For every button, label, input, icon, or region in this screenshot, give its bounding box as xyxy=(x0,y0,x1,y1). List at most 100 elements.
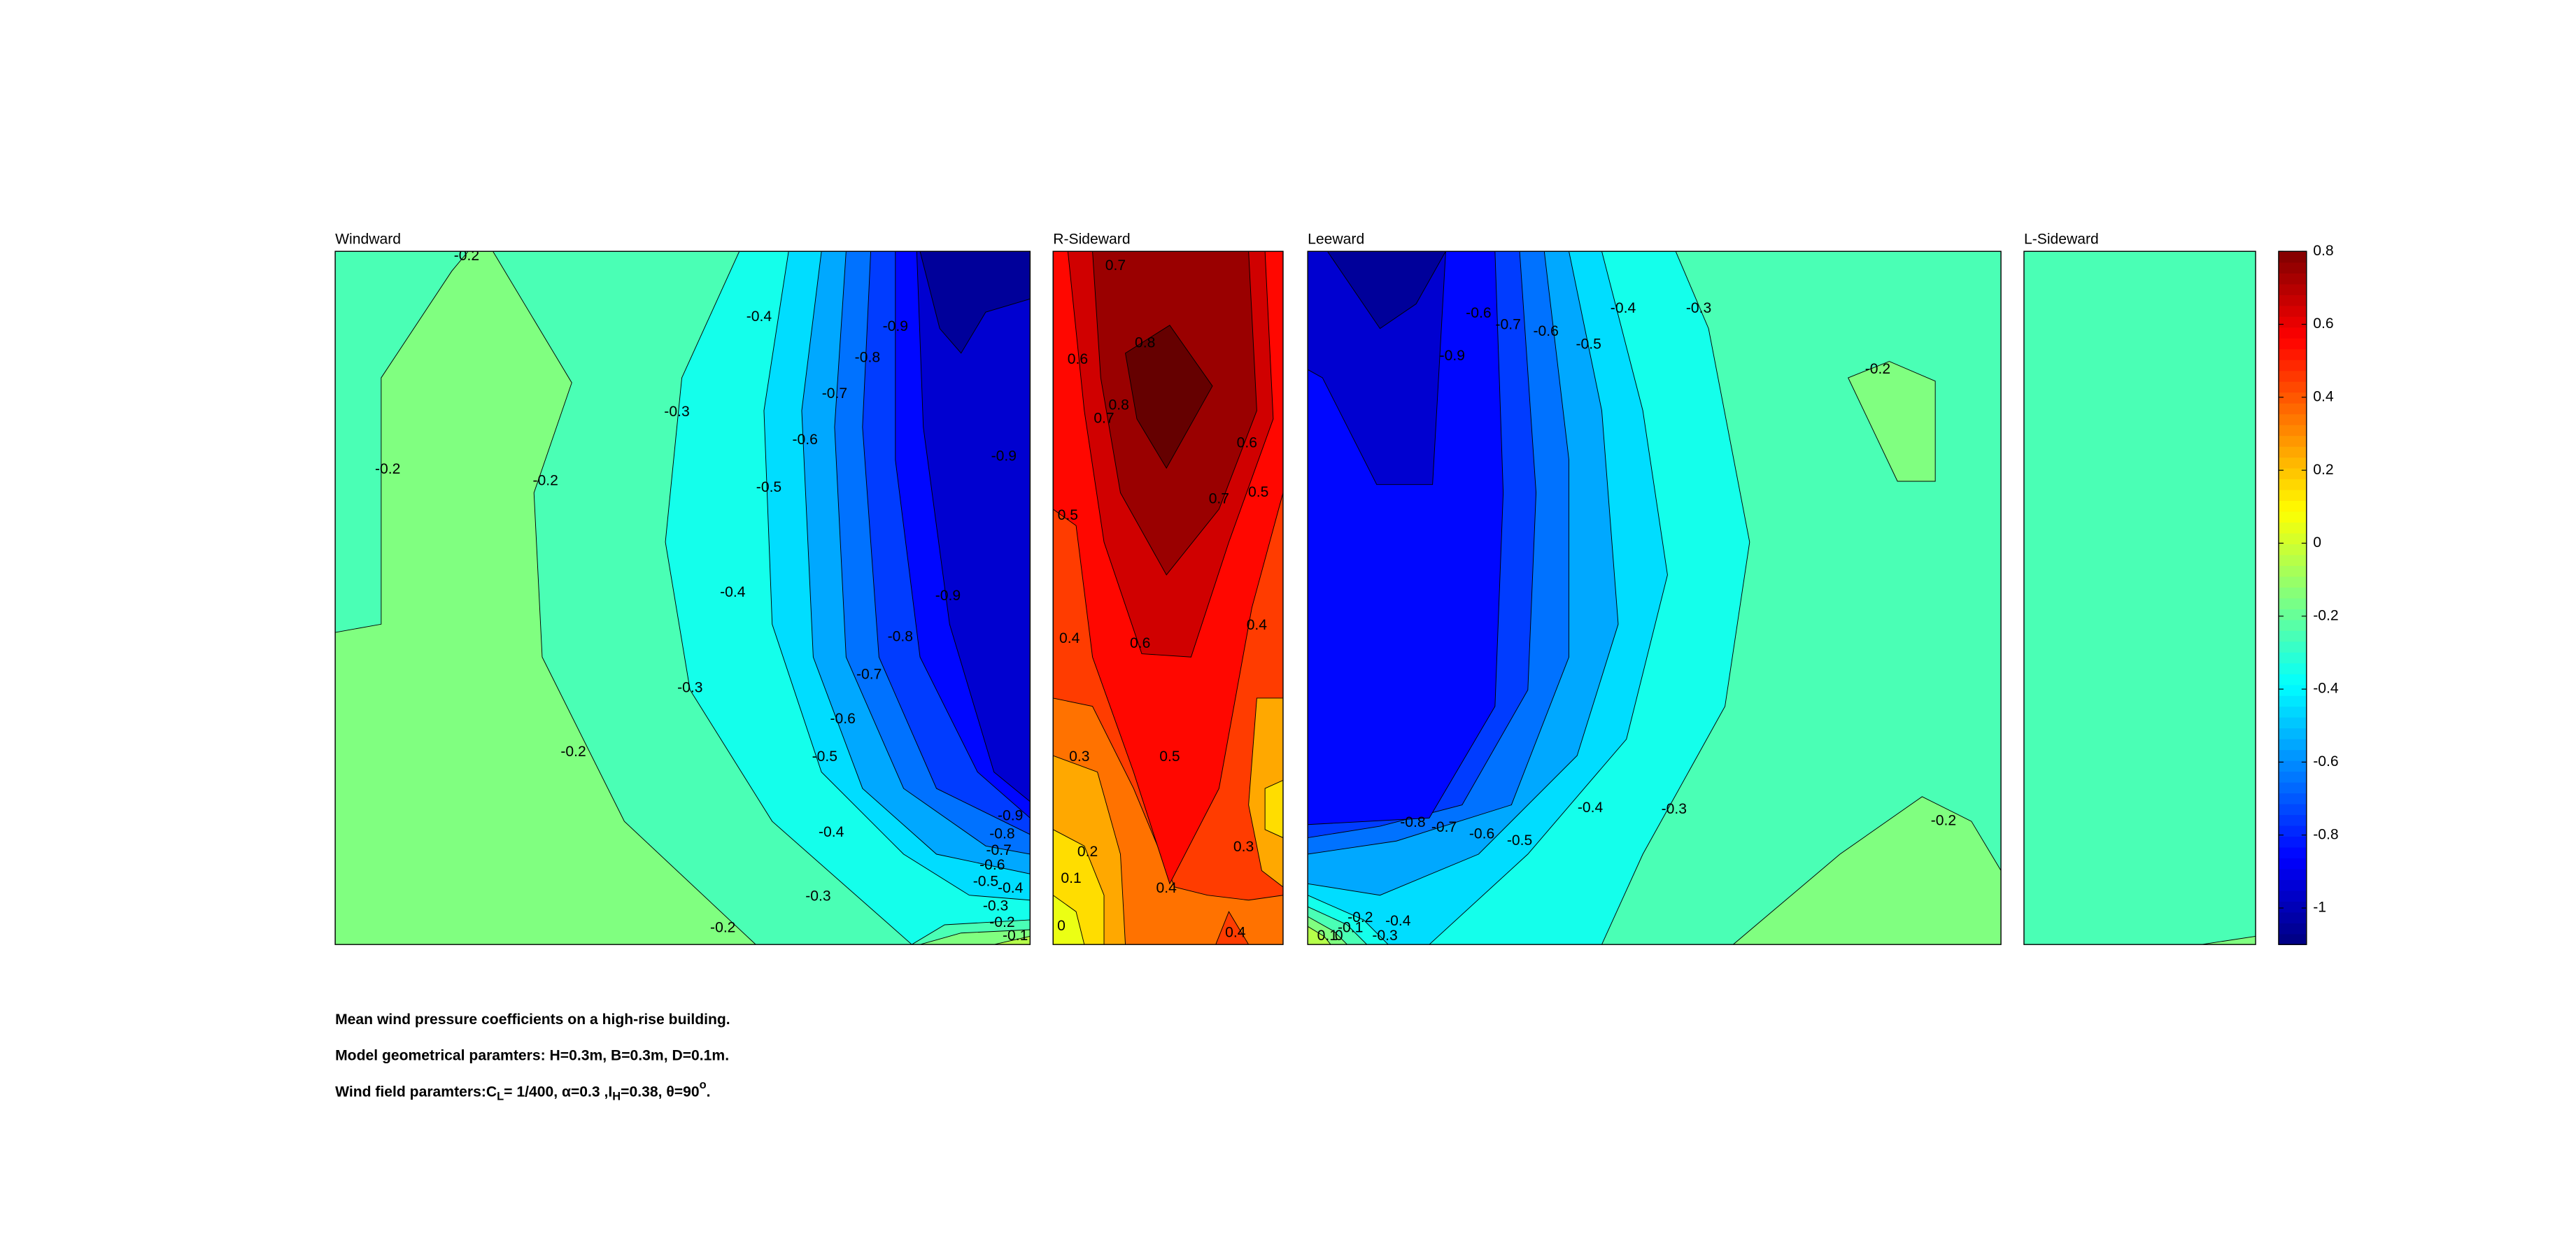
colorbar-cell xyxy=(2278,478,2307,490)
contour-band xyxy=(1264,779,1283,839)
colorbar-tick-label: -0.6 xyxy=(2313,753,2338,770)
contour-label: 0.7 xyxy=(1105,257,1126,274)
colorbar-cell xyxy=(2278,435,2307,447)
colorbar-cell xyxy=(2278,771,2307,783)
contour-label: 0.8 xyxy=(1135,334,1155,350)
contour-label: -0.8 xyxy=(888,629,913,645)
contour-label: 0.6 xyxy=(1130,635,1150,651)
caption-part: L xyxy=(497,1091,504,1103)
colorbar-cell xyxy=(2278,576,2307,588)
colorbar-cell xyxy=(2278,305,2307,317)
contour-label: -0.3 xyxy=(805,888,830,905)
contour-label: -0.9 xyxy=(998,808,1023,824)
contour-label: -0.6 xyxy=(1466,305,1491,321)
contour-label: 0.5 xyxy=(1058,507,1078,523)
contour-label: -0.5 xyxy=(756,479,781,495)
contour-label: -0.5 xyxy=(812,749,837,765)
contour-band xyxy=(1308,251,1446,485)
contour-label: -0.6 xyxy=(979,857,1005,873)
colorbar-cell xyxy=(2278,489,2307,502)
contour-label: -0.2 xyxy=(989,914,1014,930)
contour-band xyxy=(1308,926,1331,945)
contour-band xyxy=(1732,796,2002,945)
contour-band xyxy=(1053,895,1085,945)
colorbar-cell xyxy=(2278,392,2307,404)
caption-part: =0.38, θ=90 xyxy=(621,1084,699,1100)
colorbar-cell xyxy=(2278,695,2307,707)
colorbar-cell xyxy=(2278,684,2307,696)
contour-label: 0.7 xyxy=(1094,410,1114,426)
contour-label: -0.4 xyxy=(746,309,772,325)
contour-label: 0.2 xyxy=(1077,844,1098,860)
contour-label: 0.1 xyxy=(1061,870,1081,886)
colorbar-cell xyxy=(2278,283,2307,295)
colorbar-cell xyxy=(2278,457,2307,469)
contour-band xyxy=(335,251,756,945)
contour-band xyxy=(2201,935,2256,945)
contour-label: -0.6 xyxy=(1469,825,1494,842)
contour-label: -0.2 xyxy=(375,461,400,477)
contour-label: -0.3 xyxy=(664,404,689,420)
colorbar-cell xyxy=(2278,890,2307,902)
contour-label: -0.6 xyxy=(830,711,855,727)
colorbar-cell xyxy=(2278,381,2307,393)
colorbar-cell xyxy=(2278,933,2307,945)
panel-frame xyxy=(2023,250,2256,945)
colorbar-cell xyxy=(2278,522,2307,534)
colorbar-cell xyxy=(2278,295,2307,306)
colorbar-cell xyxy=(2278,619,2307,631)
contour-label: -0.3 xyxy=(1686,300,1711,316)
contour-label: -0.4 xyxy=(1385,913,1411,929)
colorbar-cell xyxy=(2278,923,2307,935)
contour-label: -0.9 xyxy=(883,318,908,334)
contour-label: 0 xyxy=(1057,918,1066,934)
caption-part: o xyxy=(700,1079,707,1091)
contour-label: -0.3 xyxy=(983,898,1008,914)
colorbar-cell xyxy=(2278,858,2307,870)
colorbar-cell xyxy=(2278,803,2307,816)
contour-label: -0.7 xyxy=(856,667,882,683)
colorbar-cell xyxy=(2278,630,2307,642)
colorbar-cell xyxy=(2278,717,2307,729)
colorbar-cell xyxy=(2278,587,2307,599)
contour-label: 0.6 xyxy=(1237,435,1257,451)
colorbar-cell xyxy=(2278,901,2307,913)
panel-title: R-Sideward xyxy=(1053,231,1130,247)
colorbar-tick-label: 0.4 xyxy=(2313,388,2334,404)
contour-band xyxy=(1326,251,1446,329)
contour-label: -0.5 xyxy=(973,874,998,890)
colorbar-cell xyxy=(2278,500,2307,512)
colorbar-cell xyxy=(2278,836,2307,848)
contour-label: -0.2 xyxy=(710,919,735,935)
colorbar-cell xyxy=(2278,879,2307,891)
contour-label: -0.2 xyxy=(1931,813,1956,829)
colorbar-cell xyxy=(2278,565,2307,577)
colorbar-tick-label: 0.8 xyxy=(2313,243,2333,259)
contour-label: -0.2 xyxy=(560,744,586,760)
contour-label: 0.3 xyxy=(1233,839,1254,855)
caption-part: = 1/400, α=0.3 ,I xyxy=(504,1084,612,1100)
colorbar-tick-label: 0.2 xyxy=(2313,462,2333,478)
contour-label: -0.4 xyxy=(1578,800,1604,816)
contour-label: -0.7 xyxy=(986,842,1012,858)
contour-label: 0.4 xyxy=(1156,880,1177,896)
colorbar-cell xyxy=(2278,738,2307,751)
panel-title: Windward xyxy=(335,231,401,247)
contour-label: 0.4 xyxy=(1059,630,1080,646)
contour-band xyxy=(919,251,1031,354)
colorbar-cell xyxy=(2278,728,2307,739)
colorbar-cell xyxy=(2278,403,2307,415)
colorbar-tick-label: -1 xyxy=(2313,900,2326,916)
contour-panel xyxy=(2023,251,2256,945)
contour-label: 0.5 xyxy=(1248,484,1268,500)
contour-label: -0.9 xyxy=(935,588,961,604)
contour-label: -0.9 xyxy=(1440,348,1465,364)
colorbar-tick-label: -0.8 xyxy=(2313,826,2338,842)
colorbar-frame xyxy=(2278,250,2307,945)
contour-label: -0.8 xyxy=(855,349,880,365)
colorbar-cell xyxy=(2278,652,2307,664)
contour-label: -0.2 xyxy=(1347,909,1373,926)
contour-label: -0.6 xyxy=(1533,323,1558,339)
